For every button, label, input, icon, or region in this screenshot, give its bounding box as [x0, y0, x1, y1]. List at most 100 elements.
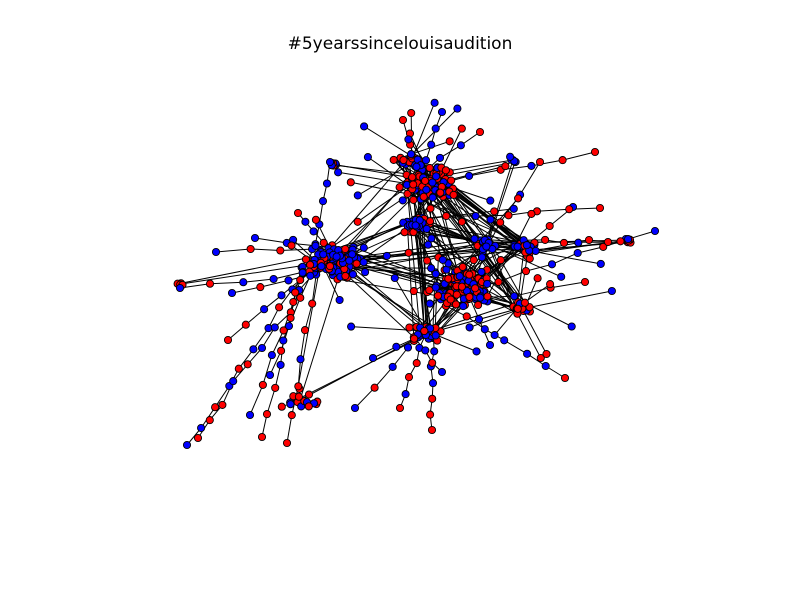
node-red	[293, 208, 303, 218]
node-red	[465, 292, 474, 301]
node-red	[514, 194, 523, 203]
edge	[300, 330, 306, 360]
edge	[531, 159, 563, 167]
edge	[249, 384, 264, 416]
node-red	[433, 291, 443, 300]
node-red	[398, 115, 408, 125]
node-red	[241, 320, 250, 329]
node-red	[533, 274, 542, 283]
node-red	[535, 157, 545, 167]
node-blue	[332, 252, 341, 261]
node-blue	[547, 260, 557, 269]
node-red	[346, 178, 355, 187]
edges	[177, 102, 656, 446]
edge	[367, 156, 407, 185]
node-red	[258, 380, 267, 389]
node-blue	[574, 238, 583, 247]
node-red	[218, 400, 227, 409]
node-blue	[249, 345, 258, 354]
edge	[503, 339, 528, 355]
edge	[514, 287, 551, 297]
node-blue	[500, 336, 509, 345]
node-blue	[431, 331, 440, 340]
edge	[341, 257, 429, 332]
node-blue	[359, 243, 368, 252]
node-red	[590, 147, 600, 157]
node-red	[603, 237, 613, 247]
node-blue	[392, 342, 401, 351]
node-red	[399, 155, 408, 165]
node-red	[426, 217, 435, 226]
node-blue	[430, 98, 439, 107]
node-blue	[325, 157, 335, 167]
node-red	[444, 274, 453, 283]
node-red	[471, 284, 480, 293]
node-red	[536, 353, 545, 363]
node-blue	[265, 370, 275, 380]
node-red	[527, 209, 536, 218]
node-blue	[486, 215, 495, 224]
edge	[394, 277, 428, 333]
node-red	[271, 383, 280, 392]
edge	[269, 350, 282, 376]
node-blue	[279, 336, 288, 345]
edge	[266, 387, 276, 415]
edge	[350, 181, 408, 195]
edge	[250, 248, 281, 251]
node-blue	[245, 410, 255, 420]
node-red	[395, 183, 404, 192]
node-blue	[650, 226, 660, 236]
node-red	[193, 433, 203, 443]
node-blue	[472, 347, 481, 356]
node-red	[296, 293, 305, 302]
node-blue	[427, 234, 436, 243]
node-red	[277, 402, 286, 411]
node-blue	[298, 268, 307, 277]
node-red	[513, 304, 522, 313]
node-red	[341, 244, 350, 254]
edge	[550, 281, 586, 289]
node-red	[462, 312, 471, 321]
node-red	[325, 262, 335, 271]
node-red	[496, 218, 505, 227]
node-red	[308, 299, 317, 308]
node-blue	[197, 423, 206, 433]
node-blue	[425, 299, 434, 308]
node-blue	[306, 271, 315, 280]
edge	[354, 387, 375, 409]
node-red	[408, 173, 417, 182]
node-red	[501, 162, 510, 171]
edge	[357, 185, 410, 223]
node-blue	[361, 268, 370, 277]
node-blue	[348, 270, 358, 279]
node-blue	[428, 178, 437, 187]
node-red	[426, 410, 435, 419]
node-red	[457, 124, 466, 133]
node-red	[276, 246, 285, 255]
edge	[491, 245, 526, 303]
node-blue	[363, 153, 372, 162]
node-blue	[506, 152, 515, 161]
edge	[577, 246, 604, 254]
node-blue	[421, 346, 430, 355]
edge	[486, 161, 516, 247]
nodes	[173, 98, 660, 450]
node-blue	[424, 240, 433, 249]
node-blue	[260, 305, 269, 314]
node-red	[353, 217, 362, 226]
node-blue	[403, 343, 413, 352]
node-red	[546, 280, 555, 289]
node-red	[545, 221, 554, 231]
node-red	[441, 166, 450, 175]
node-blue	[309, 227, 318, 236]
node-blue	[486, 196, 495, 205]
node-blue	[477, 253, 487, 262]
node-blue	[347, 322, 356, 331]
node-blue	[318, 197, 328, 206]
edge	[516, 313, 542, 359]
node-red	[243, 360, 252, 369]
edge	[215, 248, 251, 253]
node-red	[445, 137, 454, 146]
node-blue	[437, 367, 447, 377]
